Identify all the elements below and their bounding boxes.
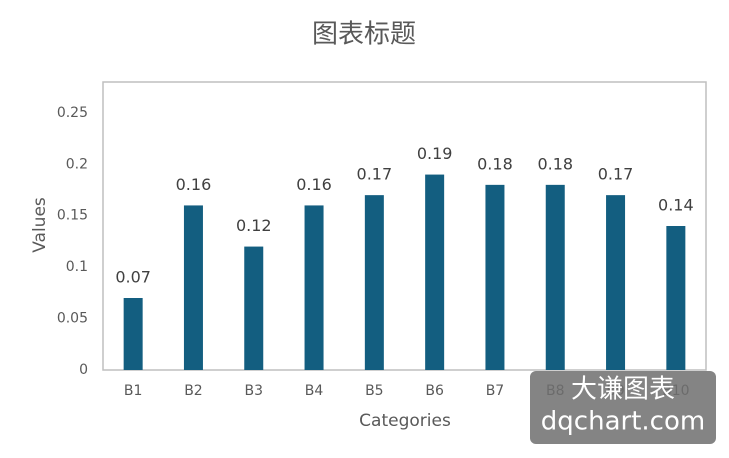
- x-tick-label: B1: [124, 383, 143, 399]
- data-label: 0.18: [477, 154, 513, 173]
- y-tick-label: 0: [79, 362, 88, 378]
- data-label: 0.19: [417, 144, 453, 163]
- watermark-text: dqchart.com: [541, 407, 705, 437]
- y-tick-label: 0.1: [66, 259, 88, 275]
- data-label: 0.16: [296, 175, 332, 194]
- plot-frame: [102, 81, 707, 371]
- bar: [244, 246, 264, 370]
- data-label: 0.17: [598, 165, 634, 184]
- data-label: 0.18: [537, 154, 573, 173]
- bar: [123, 298, 143, 370]
- x-tick-label: B3: [244, 383, 263, 399]
- bar: [425, 174, 445, 370]
- x-tick-label: B6: [425, 383, 444, 399]
- y-axis-title: Values: [30, 197, 50, 253]
- x-tick-label: B2: [184, 383, 203, 399]
- data-label: 0.17: [357, 165, 393, 184]
- y-tick-label: 0.2: [66, 156, 88, 172]
- data-label: 0.07: [115, 268, 151, 287]
- bar: [304, 205, 324, 370]
- watermark-text: 大谦图表: [571, 375, 675, 405]
- watermark-box: [530, 371, 716, 444]
- y-tick-label: 0.15: [57, 208, 88, 224]
- y-tick-label: 0.05: [57, 311, 88, 327]
- chart-title: 图表标题: [312, 20, 416, 50]
- bar: [364, 195, 384, 370]
- bar: [485, 184, 505, 370]
- data-label: 0.12: [236, 216, 272, 235]
- x-tick-label: B5: [365, 383, 384, 399]
- y-tick-label: 0.25: [57, 105, 88, 121]
- x-axis-title: Categories: [359, 411, 451, 431]
- bar: [183, 205, 203, 370]
- bar: [666, 226, 686, 370]
- data-label: 0.14: [658, 196, 694, 215]
- bar: [606, 195, 626, 370]
- data-label: 0.16: [176, 175, 212, 194]
- x-tick-label: B7: [486, 383, 505, 399]
- bar: [545, 184, 565, 370]
- x-tick-label: B4: [305, 383, 324, 399]
